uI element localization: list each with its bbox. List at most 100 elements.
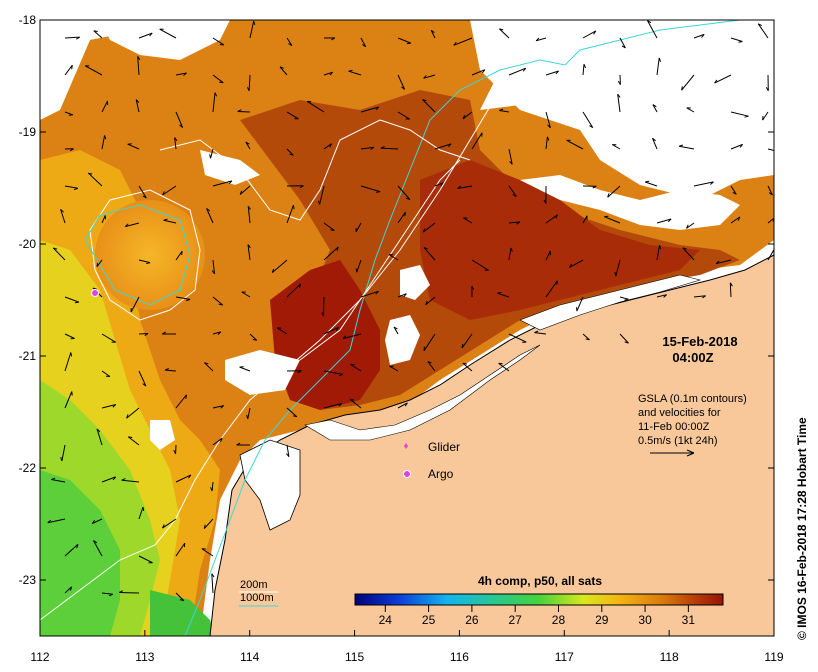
velocity-arrow	[767, 217, 774, 224]
velocity-arrow	[499, 110, 510, 113]
velocity-arrowhead	[239, 190, 243, 195]
lat-tick-label: -20	[19, 237, 37, 251]
velocity-arrowhead	[247, 244, 251, 249]
velocity-arrow	[130, 296, 140, 313]
velocity-arrow	[138, 506, 144, 520]
velocity-arrow	[64, 543, 79, 557]
velocity-arrow	[656, 218, 672, 224]
velocity-arrow	[64, 586, 72, 594]
velocity-arrowhead	[220, 405, 225, 409]
velocity-arrowhead	[370, 146, 375, 151]
velocity-arrowhead	[614, 271, 617, 277]
velocity-arrow	[757, 23, 769, 39]
velocity-arrow	[212, 331, 221, 335]
velocity-arrowhead	[246, 86, 250, 92]
velocity-arrow	[138, 185, 147, 199]
velocity-arrow	[656, 294, 667, 298]
colorbar-tick-label: 24	[379, 613, 393, 627]
velocity-arrow	[286, 205, 294, 224]
sst-field	[40, 20, 774, 636]
velocity-arrow	[508, 148, 513, 165]
velocity-arrow	[360, 106, 379, 113]
velocity-arrowhead	[135, 99, 140, 103]
velocity-arrow	[647, 20, 658, 39]
velocity-arrowhead	[497, 291, 502, 294]
velocity-arrow	[138, 32, 153, 39]
velocity-arrowhead	[185, 394, 187, 399]
velocity-arrowhead	[299, 185, 304, 189]
velocity-arrow	[545, 70, 559, 76]
velocity-arrowhead	[423, 75, 427, 79]
velocity-arrowhead	[246, 414, 249, 420]
velocity-arrowhead	[88, 172, 93, 175]
colorbar-title: 4h comp, p50, all sats	[478, 574, 602, 588]
velocity-arrowhead	[782, 154, 786, 155]
velocity-arrow	[323, 143, 332, 150]
velocity-arrowhead	[556, 280, 558, 285]
velocity-arrow	[323, 326, 339, 335]
velocity-arrow	[350, 364, 362, 372]
velocity-arrow	[64, 185, 78, 189]
velocity-arrowhead	[732, 191, 737, 195]
velocity-arrowhead	[128, 436, 133, 438]
lon-tick-label: 112	[30, 650, 49, 664]
velocity-arrow	[101, 135, 106, 150]
lat-tick-label: -19	[19, 125, 37, 139]
velocity-arrow	[138, 555, 153, 564]
argo-label: Argo	[428, 467, 454, 481]
colorbar-tick-label: 30	[638, 613, 652, 627]
velocity-arrowhead	[76, 36, 80, 40]
velocity-arrowhead	[739, 144, 743, 148]
velocity-arrow	[212, 180, 233, 187]
velocity-arrow	[453, 37, 473, 46]
velocity-arrow	[681, 74, 695, 91]
velocity-arrow	[126, 407, 140, 419]
velocity-arrowhead	[647, 20, 652, 24]
velocity-arrowhead	[112, 476, 117, 481]
velocity-arrow	[87, 172, 103, 187]
velocity-arrowhead	[555, 70, 559, 75]
velocity-arrow	[101, 215, 106, 224]
velocity-arrowhead	[516, 221, 521, 225]
velocity-arrowhead	[289, 153, 294, 156]
velocity-arrow	[686, 107, 695, 113]
velocity-arrowhead	[104, 135, 107, 140]
plot-frame	[39, 19, 775, 637]
velocity-arrowhead	[60, 209, 64, 213]
velocity-arrowhead	[461, 343, 464, 348]
velocity-arrowhead	[211, 573, 215, 578]
longitude-axis: 112 113 114 115 116 117 118 119	[30, 630, 784, 664]
velocity-arrowhead	[219, 81, 224, 84]
colorbar-tick-label: 25	[422, 613, 436, 627]
velocity-arrowhead	[76, 544, 79, 549]
velocity-arrow	[210, 148, 214, 159]
velocity-arrowhead	[60, 457, 63, 462]
velocity-arrow	[656, 245, 660, 261]
velocity-arrow	[323, 370, 344, 375]
velocity-arrow	[582, 64, 585, 76]
velocity-arrow	[427, 361, 436, 372]
platform-legend: Glider Argo	[403, 440, 460, 481]
velocity-arrow	[582, 30, 597, 39]
velocity-arrowhead	[96, 262, 99, 267]
velocity-arrow	[576, 296, 584, 312]
velocity-arrow	[174, 137, 177, 150]
velocity-arrowhead	[737, 216, 741, 221]
lat-tick-label: -22	[19, 461, 37, 475]
velocity-arrowhead	[624, 341, 629, 344]
velocity-arrowhead	[214, 92, 218, 97]
velocity-arrow	[397, 37, 412, 44]
velocity-arrowhead	[393, 326, 398, 330]
velocity-arrowhead	[108, 593, 113, 597]
velocity-arrowhead	[585, 338, 590, 341]
velocity-arrow	[545, 214, 558, 224]
velocity-arrow	[397, 211, 406, 224]
velocity-arrow	[212, 37, 225, 46]
velocity-arrow	[279, 66, 288, 76]
velocity-arrowhead	[425, 300, 428, 305]
lon-tick-label: 116	[450, 650, 469, 664]
velocity-arrow	[61, 444, 66, 462]
velocity-arrowhead	[423, 247, 428, 250]
velocity-arrow	[508, 67, 526, 76]
velocity-arrow	[729, 282, 732, 298]
